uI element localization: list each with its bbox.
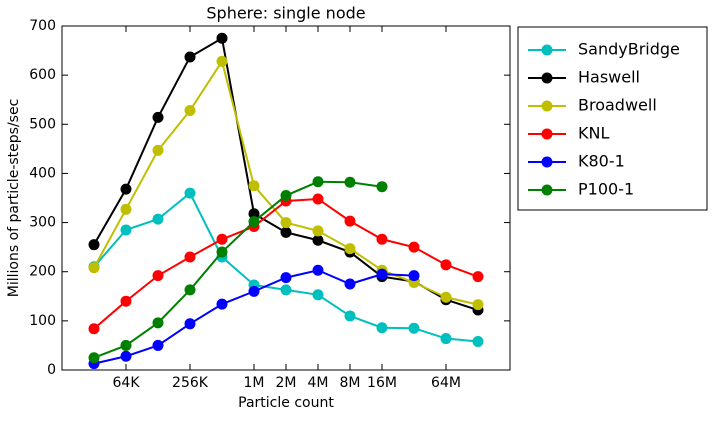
- series-line: [93, 58, 479, 306]
- legend-label: SandyBridge: [578, 40, 680, 59]
- data-point: [120, 339, 132, 351]
- data-point: [88, 352, 100, 364]
- y-tick-label: 700: [29, 18, 56, 34]
- data-point: [312, 193, 324, 205]
- data-point: [440, 333, 452, 345]
- legend-label: K80-1: [578, 152, 625, 171]
- data-point: [216, 246, 228, 258]
- data-point: [280, 190, 292, 202]
- data-point: [184, 284, 196, 296]
- y-tick-label: 300: [29, 215, 56, 231]
- legend-marker: [541, 128, 553, 140]
- data-point: [344, 278, 356, 290]
- data-point: [184, 251, 196, 263]
- data-point: [248, 285, 260, 297]
- data-point: [280, 226, 292, 238]
- legend-marker: [541, 184, 553, 196]
- data-point: [152, 213, 164, 225]
- y-tick-label: 500: [29, 116, 56, 132]
- data-point: [152, 339, 164, 351]
- data-point: [120, 350, 132, 362]
- legend-marker: [541, 72, 553, 84]
- data-point: [312, 234, 324, 246]
- legend-marker: [541, 100, 553, 112]
- series-line: [93, 180, 383, 359]
- data-point: [184, 51, 196, 63]
- x-tick-label: 64M: [431, 375, 461, 391]
- data-point: [408, 322, 420, 334]
- legend-marker: [541, 156, 553, 168]
- y-tick-label: 600: [29, 67, 56, 83]
- series-line: [93, 191, 479, 343]
- data-point: [184, 187, 196, 199]
- legend-label: P100-1: [578, 180, 634, 199]
- data-point: [152, 144, 164, 156]
- data-point: [344, 176, 356, 188]
- data-point: [152, 111, 164, 123]
- series-line: [93, 36, 479, 311]
- x-tick-label: 16M: [367, 375, 397, 391]
- legend-marker: [541, 44, 553, 56]
- data-point: [312, 176, 324, 188]
- data-point: [120, 203, 132, 215]
- plot-frame: [61, 25, 511, 371]
- data-point: [152, 270, 164, 282]
- y-tick-label: 0: [47, 362, 56, 378]
- data-point: [248, 208, 260, 220]
- data-point: [472, 271, 484, 283]
- data-point: [344, 215, 356, 227]
- x-tick-label: 2M: [276, 375, 297, 391]
- data-point: [344, 310, 356, 322]
- data-point: [376, 233, 388, 245]
- data-point: [408, 241, 420, 253]
- x-tick-label: 8M: [340, 375, 361, 391]
- data-point: [376, 322, 388, 334]
- data-point: [152, 317, 164, 329]
- x-axis-label: Particle count: [238, 395, 334, 411]
- x-tick-label: 4M: [308, 375, 329, 391]
- data-point: [120, 183, 132, 195]
- y-axis-label: Millions of particle-steps/sec: [6, 99, 22, 298]
- data-point: [440, 259, 452, 271]
- data-point: [120, 224, 132, 236]
- x-tick-label: 256K: [172, 375, 209, 391]
- data-point: [312, 225, 324, 237]
- data-point: [184, 318, 196, 330]
- data-point: [184, 105, 196, 117]
- y-tick-label: 400: [29, 165, 56, 181]
- data-point: [472, 335, 484, 347]
- data-point: [344, 243, 356, 255]
- data-point: [88, 323, 100, 335]
- x-tick-label: 64K: [113, 375, 141, 391]
- data-point: [280, 284, 292, 296]
- legend-label: Broadwell: [578, 96, 657, 115]
- data-point: [472, 299, 484, 311]
- data-point: [376, 181, 388, 193]
- y-tick-label: 100: [29, 313, 56, 329]
- x-tick-label: 1M: [244, 375, 265, 391]
- data-point: [376, 268, 388, 280]
- data-point: [280, 217, 292, 229]
- data-point: [248, 216, 260, 228]
- data-point: [408, 270, 420, 282]
- data-point: [88, 262, 100, 274]
- data-point: [216, 55, 228, 67]
- legend-label: KNL: [578, 124, 609, 143]
- y-tick-label: 200: [29, 264, 56, 280]
- data-point: [216, 298, 228, 310]
- data-point: [280, 272, 292, 284]
- data-point: [120, 295, 132, 307]
- data-point: [216, 32, 228, 44]
- data-point: [248, 180, 260, 192]
- legend-label: Haswell: [578, 68, 640, 87]
- data-point: [216, 233, 228, 245]
- data-point: [88, 239, 100, 251]
- chart-title: Sphere: single node: [206, 4, 365, 23]
- data-point: [440, 291, 452, 303]
- data-point: [312, 264, 324, 276]
- legend-box: [517, 26, 708, 211]
- data-point: [312, 289, 324, 301]
